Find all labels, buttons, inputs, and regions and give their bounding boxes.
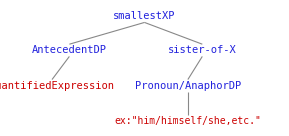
Text: AntecedentDP: AntecedentDP [32,45,107,55]
Text: ex:"him/himself/she,etc.": ex:"him/himself/she,etc." [114,116,261,126]
Text: sister-of-X: sister-of-X [168,45,237,55]
Text: QuantifiedExpression: QuantifiedExpression [0,81,114,91]
Text: smallestXP: smallestXP [113,11,176,21]
Text: Pronoun/AnaphorDP: Pronoun/AnaphorDP [135,81,241,91]
